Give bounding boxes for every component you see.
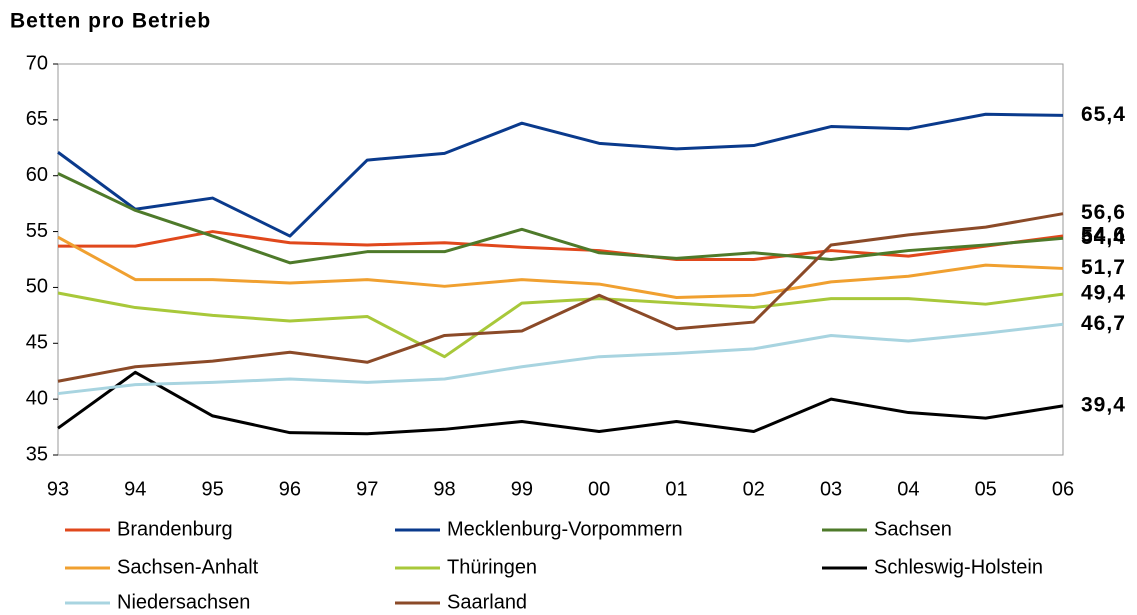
series-line [57,172,1064,265]
end-label: 65,4 [1081,103,1126,126]
x-tick-label: 96 [279,478,301,500]
x-tick-label: 98 [433,478,455,500]
end-label: 54,6 [1081,224,1126,247]
y-tick-label: 45 [26,332,48,354]
series-line [58,230,1064,261]
chart-title: Betten pro Betrieb [10,10,211,33]
y-tick-label: 50 [26,276,48,298]
y-tick-label: 60 [26,164,48,186]
legend-label: Sachsen [874,518,952,540]
x-tick-label: 99 [511,478,533,500]
series-line [57,370,1064,436]
legend-label: Schleswig-Holstein [874,556,1043,578]
series-line [57,291,1064,359]
x-tick-label: 03 [820,478,842,500]
y-tick-label: 40 [26,387,48,409]
x-tick-label: 02 [743,478,765,500]
y-tick-label: 65 [26,108,48,130]
legend-label: Brandenburg [117,518,233,540]
end-label: 56,6 [1081,201,1126,224]
series-line [57,112,1064,238]
x-tick-label: 97 [356,478,378,500]
x-tick-label: 94 [124,478,146,500]
x-tick-label: 05 [975,478,997,500]
x-tick-label: 01 [665,478,687,500]
legend-label: Thüringen [447,556,537,578]
x-tick-label: 00 [588,478,610,500]
series-line [57,322,1064,396]
plot-area [57,63,1064,456]
legend-label: Niedersachsen [117,591,250,613]
x-tick-label: 06 [1052,478,1074,500]
series-line [57,212,1064,383]
series-line [57,235,1064,299]
legend-label: Saarland [447,591,527,613]
legend-label: Mecklenburg-Vorpommern [447,518,683,540]
x-tick-label: 93 [47,478,69,500]
end-label: 39,4 [1081,393,1126,416]
legend-label: Sachsen-Anhalt [117,556,259,578]
end-label: 51,7 [1081,256,1126,279]
end-label: 49,4 [1081,282,1126,305]
x-tick-label: 04 [897,478,919,500]
x-tick-label: 95 [201,478,223,500]
end-label: 54,4 [1081,226,1126,249]
y-tick-label: 35 [26,443,48,465]
end-label: 46,7 [1081,312,1126,335]
y-tick-label: 70 [26,52,48,74]
y-tick-label: 55 [26,220,48,242]
